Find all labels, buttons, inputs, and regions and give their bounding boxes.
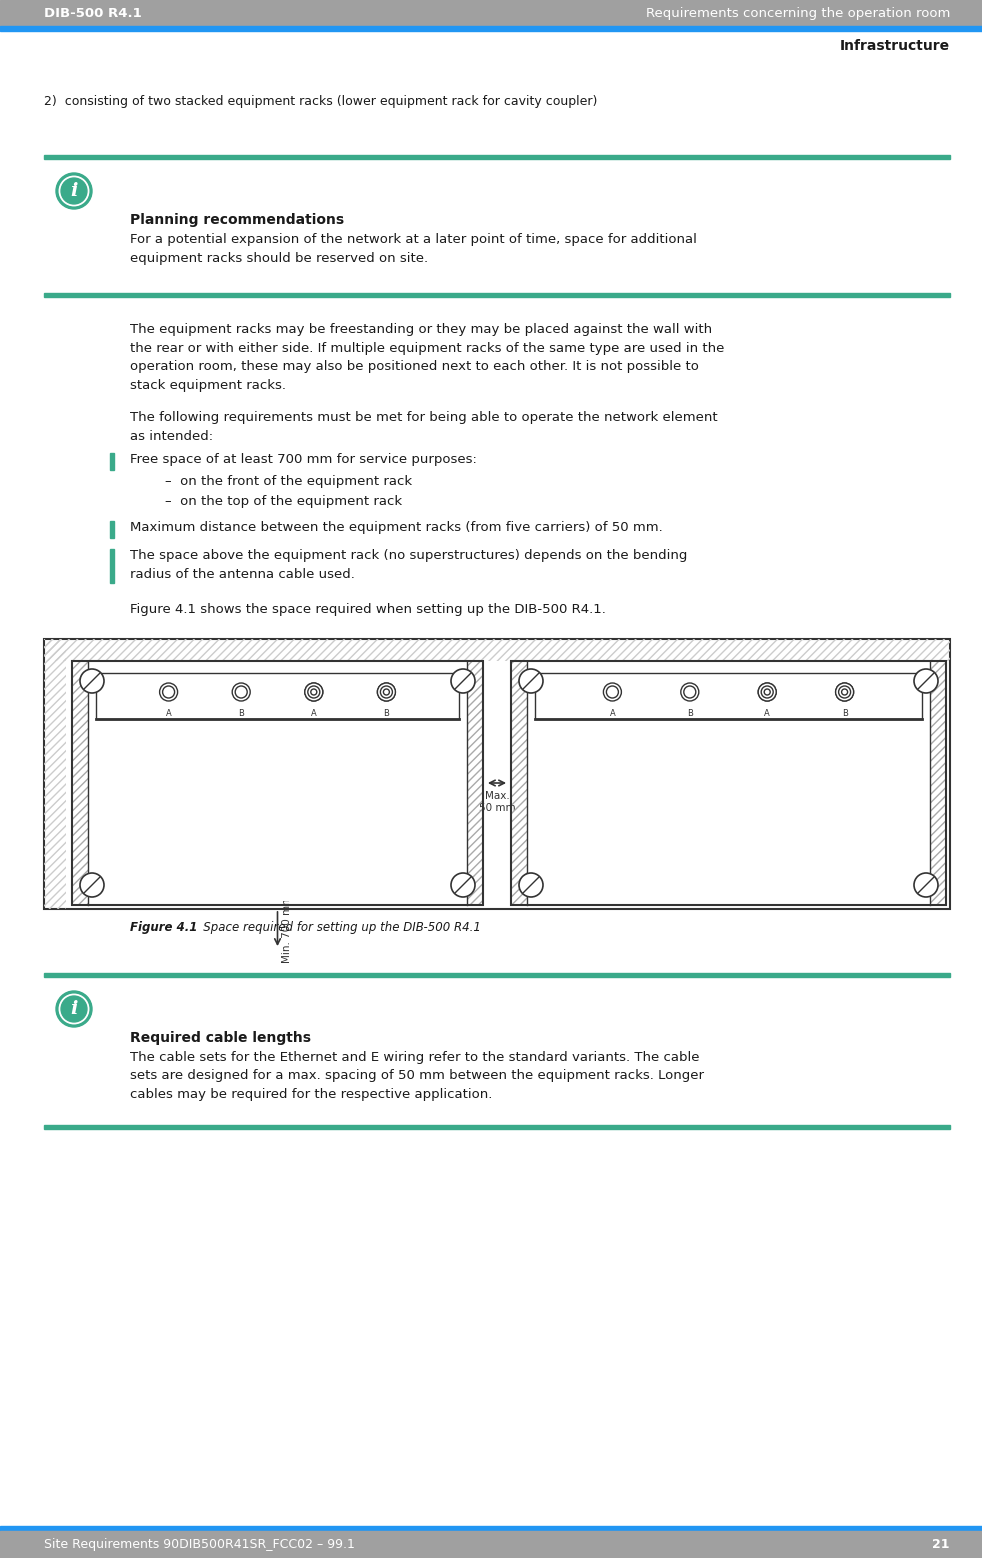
Text: i: i <box>71 1000 78 1017</box>
Text: B: B <box>239 709 245 718</box>
Bar <box>44 974 950 977</box>
Bar <box>535 673 922 718</box>
Text: –  on the front of the equipment rack: – on the front of the equipment rack <box>165 475 412 488</box>
Circle shape <box>59 994 88 1024</box>
Text: Figure 4.1: Figure 4.1 <box>130 921 197 933</box>
Circle shape <box>61 996 87 1022</box>
Text: Site Requirements 90DIB500R41SR_FCC02 – 99.1: Site Requirements 90DIB500R41SR_FCC02 – … <box>44 1538 355 1552</box>
Circle shape <box>914 872 938 897</box>
Bar <box>44 639 950 661</box>
Text: Requirements concerning the operation room: Requirements concerning the operation ro… <box>645 6 950 20</box>
Text: Space required for setting up the DIB-500 R4.1: Space required for setting up the DIB-50… <box>192 921 481 933</box>
Circle shape <box>307 686 320 698</box>
Text: i: i <box>71 182 78 199</box>
Text: 50 mm: 50 mm <box>478 802 516 813</box>
Text: 2)  consisting of two stacked equipment racks (lower equipment rack for cavity c: 2) consisting of two stacked equipment r… <box>44 95 597 108</box>
Bar <box>511 661 527 905</box>
Bar <box>44 154 950 159</box>
Bar <box>0 0 982 26</box>
Circle shape <box>377 682 396 701</box>
Text: B: B <box>383 709 389 718</box>
Bar <box>511 661 946 905</box>
Text: A: A <box>166 709 172 718</box>
Circle shape <box>451 872 475 897</box>
Bar <box>96 673 459 718</box>
Bar <box>0 1525 982 1532</box>
Bar <box>110 453 114 471</box>
Bar <box>527 665 930 901</box>
Circle shape <box>683 686 696 698</box>
Circle shape <box>377 682 396 701</box>
Circle shape <box>839 686 850 698</box>
Text: Min. 700 mm: Min. 700 mm <box>283 894 293 963</box>
Text: The equipment racks may be freestanding or they may be placed against the wall w: The equipment racks may be freestanding … <box>130 323 725 391</box>
Text: Required cable lengths: Required cable lengths <box>130 1031 311 1045</box>
Text: Maximum distance between the equipment racks (from five carriers) of 50 mm.: Maximum distance between the equipment r… <box>130 520 663 534</box>
Circle shape <box>380 686 393 698</box>
Circle shape <box>914 668 938 693</box>
Circle shape <box>842 689 847 695</box>
Circle shape <box>59 176 88 206</box>
Text: 21: 21 <box>933 1538 950 1552</box>
Bar <box>44 1125 950 1130</box>
Text: –  on the top of the equipment rack: – on the top of the equipment rack <box>165 495 402 508</box>
Circle shape <box>836 682 853 701</box>
Circle shape <box>56 173 92 209</box>
Circle shape <box>236 686 247 698</box>
Bar <box>72 661 88 905</box>
Bar <box>467 661 483 905</box>
Text: A: A <box>764 709 770 718</box>
Circle shape <box>232 682 250 701</box>
Circle shape <box>310 689 317 695</box>
Bar <box>72 661 483 905</box>
Text: The space above the equipment rack (no superstructures) depends on the bending
r: The space above the equipment rack (no s… <box>130 548 687 581</box>
Circle shape <box>758 682 776 701</box>
Bar <box>0 26 982 31</box>
Circle shape <box>758 682 776 701</box>
Circle shape <box>519 872 543 897</box>
Circle shape <box>607 686 619 698</box>
Text: Planning recommendations: Planning recommendations <box>130 213 344 227</box>
Text: B: B <box>686 709 692 718</box>
Bar <box>0 1532 982 1558</box>
Circle shape <box>764 689 770 695</box>
Circle shape <box>160 682 178 701</box>
Text: The cable sets for the Ethernet and E wiring refer to the standard variants. The: The cable sets for the Ethernet and E wi… <box>130 1052 704 1102</box>
Bar <box>44 639 950 908</box>
Text: Infrastructure: Infrastructure <box>840 39 950 53</box>
Circle shape <box>56 991 92 1027</box>
Bar <box>110 548 114 583</box>
Text: For a potential expansion of the network at a later point of time, space for add: For a potential expansion of the network… <box>130 234 697 265</box>
Circle shape <box>836 682 853 701</box>
Circle shape <box>519 668 543 693</box>
Bar <box>44 293 950 298</box>
Text: The following requirements must be met for being able to operate the network ele: The following requirements must be met f… <box>130 411 718 442</box>
Text: DIB-500 R4.1: DIB-500 R4.1 <box>44 6 141 20</box>
Text: Free space of at least 700 mm for service purposes:: Free space of at least 700 mm for servic… <box>130 453 477 466</box>
Bar <box>930 661 946 905</box>
Text: B: B <box>842 709 847 718</box>
Circle shape <box>681 682 699 701</box>
Text: Max.: Max. <box>485 791 510 801</box>
Circle shape <box>61 178 87 204</box>
Circle shape <box>304 682 323 701</box>
Circle shape <box>304 682 323 701</box>
Circle shape <box>603 682 622 701</box>
Bar <box>110 520 114 538</box>
Text: A: A <box>610 709 616 718</box>
Bar <box>88 665 467 901</box>
Circle shape <box>163 686 175 698</box>
Circle shape <box>451 668 475 693</box>
Circle shape <box>383 689 390 695</box>
Text: Figure 4.1 shows the space required when setting up the DIB-500 R4.1.: Figure 4.1 shows the space required when… <box>130 603 606 615</box>
Circle shape <box>80 872 104 897</box>
Bar <box>44 639 66 908</box>
Circle shape <box>80 668 104 693</box>
Circle shape <box>761 686 773 698</box>
Text: A: A <box>311 709 316 718</box>
